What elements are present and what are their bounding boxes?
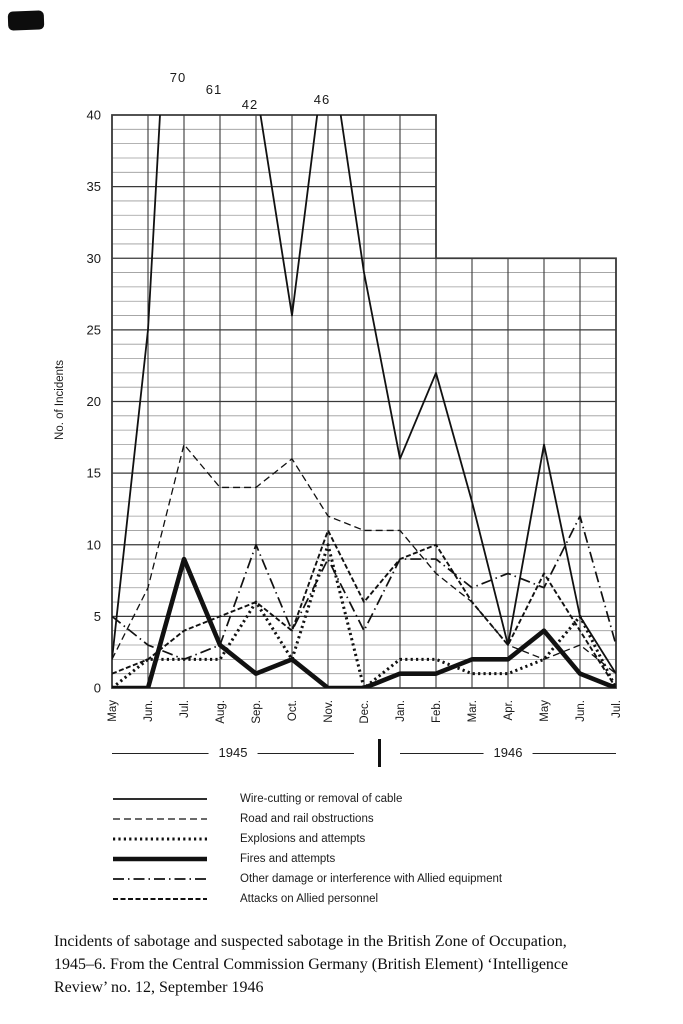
y-tick-label: 35 [87, 179, 101, 194]
y-tick-label: 15 [87, 466, 101, 481]
off-scale-label-61: 61 [205, 82, 223, 97]
year-label: 1946 [483, 745, 533, 760]
grid-vertical-lines [111, 115, 617, 688]
y-tick-label: 10 [87, 537, 101, 552]
off-scale-label-42: 42 [241, 97, 259, 112]
x-tick-label: Dec. [359, 700, 371, 724]
series-line-road-and-rail-obstructions [112, 443, 616, 675]
y-tick-label: 20 [87, 394, 101, 409]
legend-label: Road and rail obstructions [240, 813, 374, 825]
legend-item: Road and rail obstructions [112, 809, 502, 829]
x-tick-label: Oct. [287, 700, 299, 721]
legend-label: Explosions and attempts [240, 833, 366, 845]
x-tick-label: Jun. [575, 700, 587, 722]
legend-label: Other damage or interference with Allied… [240, 873, 503, 885]
series-line-attacks-on-allied-personnel [112, 529, 616, 688]
x-tick-label: May [539, 700, 551, 722]
x-tick-label: Jun. [143, 700, 155, 722]
year-label: 1945 [208, 745, 258, 760]
x-tick-label: Mar. [467, 700, 479, 722]
y-tick-label: 40 [87, 108, 101, 123]
x-tick-label: Feb. [431, 700, 443, 723]
caption-line-3: Review’ no. 12, September 1946 [54, 979, 264, 997]
y-axis-tick-labels: 0 5 10 15 20 25 30 35 40 [87, 108, 101, 696]
y-tick-label: 0 [94, 681, 101, 696]
legend-label: Fires and attempts [240, 853, 336, 865]
year-axis-separator [378, 739, 381, 767]
year-group-1945: 1945 [112, 745, 354, 760]
legend-line-sample [113, 837, 207, 841]
legend-line-sample [113, 818, 207, 820]
off-scale-label-70: 70 [169, 70, 187, 85]
legend-line-sample [113, 898, 207, 900]
off-scale-label-46: 46 [313, 92, 331, 107]
x-tick-label: Nov. [323, 700, 335, 723]
x-tick-label: Sep. [251, 700, 263, 724]
series-line-fires-and-attempts [112, 556, 616, 688]
legend-item: Fires and attempts [112, 849, 502, 869]
legend-line-sample [113, 798, 207, 800]
legend-item: Explosions and attempts [112, 829, 502, 849]
chart-legend: Wire-cutting or removal of cable Road and… [112, 789, 502, 909]
x-tick-label: Aug. [215, 700, 227, 724]
x-tick-label: Jul. [611, 700, 623, 718]
legend-item: Attacks on Allied personnel [112, 889, 502, 909]
x-axis-month-labels: May Jun. Jul. Aug. Sep. Oct. Nov. Dec. Jan. Feb. M… [107, 700, 623, 724]
x-tick-label: May [107, 700, 119, 722]
series-line-other-damage-or-interference-with-allied-equipment [112, 515, 616, 661]
legend-line-sample [113, 856, 207, 862]
series-line-explosions-and-attempts [112, 543, 616, 688]
caption-line-2: 1945–6. From the Central Commission Germ… [54, 956, 569, 974]
y-tick-label: 5 [94, 609, 101, 624]
series-lines [112, 115, 616, 688]
x-tick-label: Jan. [395, 700, 407, 722]
sabotage-incidents-line-chart: 0 5 10 15 20 25 30 35 40 May Jun. Jul. Aug. Sep. Oct.… [54, 108, 623, 724]
year-group-1946: 1946 [400, 745, 616, 760]
x-tick-label: Apr. [503, 700, 515, 720]
series-line-wire-cutting-or-removal-of-cable [112, 115, 616, 675]
legend-item: Other damage or interference with Allied… [112, 869, 502, 889]
legend-label: Wire-cutting or removal of cable [240, 793, 403, 805]
y-axis-title: No. of Incidents [54, 360, 66, 440]
legend-line-sample [113, 878, 207, 880]
caption-line-1: Incidents of sabotage and suspected sabo… [54, 933, 567, 950]
y-tick-label: 30 [87, 251, 101, 266]
legend-label: Attacks on Allied personnel [240, 893, 379, 905]
y-tick-label: 25 [87, 322, 101, 337]
legend-item: Wire-cutting or removal of cable [112, 789, 502, 809]
figure-caption: Incidents of sabotage and suspected sabo… [54, 930, 650, 1000]
x-tick-label: Jul. [179, 700, 191, 718]
